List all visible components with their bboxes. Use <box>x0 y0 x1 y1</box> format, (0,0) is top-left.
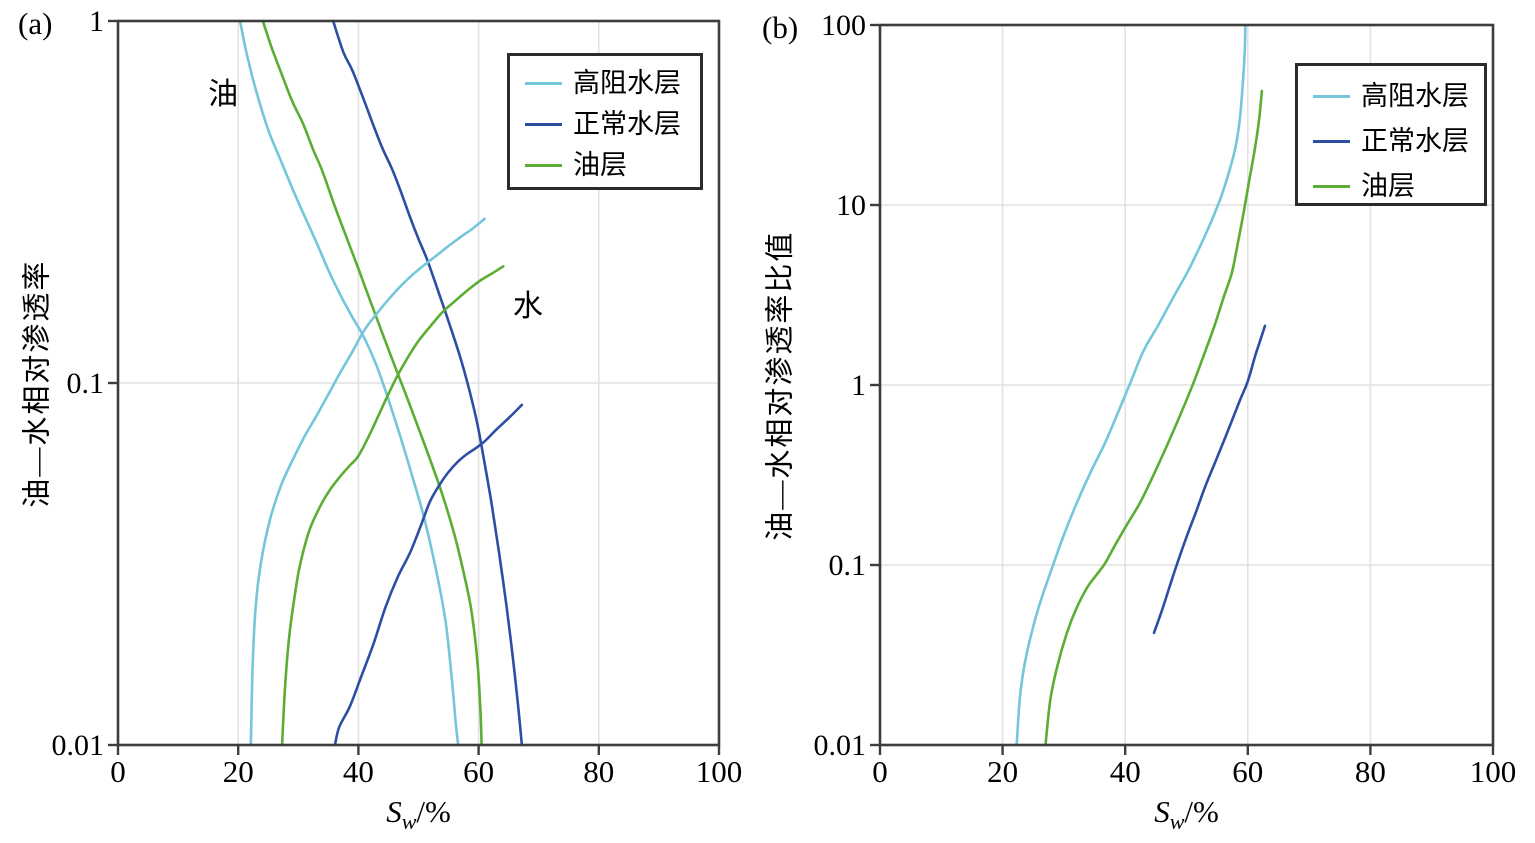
plot-box <box>878 23 1495 747</box>
normal-water-water-curve <box>333 403 524 747</box>
normal-water-ratio-curve <box>1152 324 1267 635</box>
plot-box <box>116 19 721 747</box>
high-res-water-water-curve <box>249 217 486 747</box>
oil-layer-water-curve <box>280 265 505 747</box>
oil-layer-ratio-curve <box>1044 89 1264 747</box>
oil-layer-oil-curve <box>261 19 483 747</box>
high-res-water-ratio-curve <box>1015 23 1247 747</box>
normal-water-oil-curve <box>331 19 524 747</box>
high-res-water-oil-curve <box>238 19 460 747</box>
